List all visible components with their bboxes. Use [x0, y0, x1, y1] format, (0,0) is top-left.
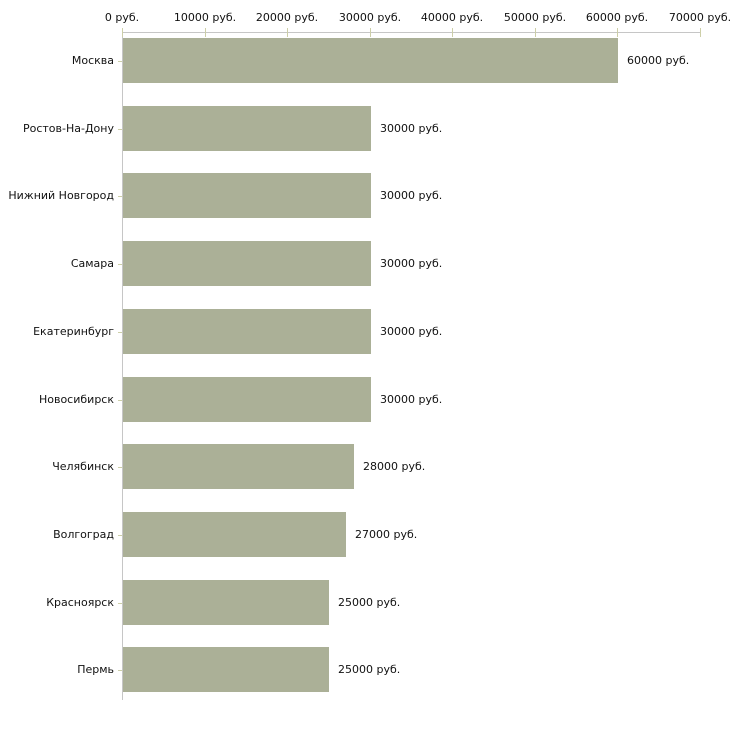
category-label: Ростов-На-Дону [22, 122, 114, 135]
x-axis-tick-label: 20000 руб. [255, 11, 319, 24]
x-axis-tick-label: 50000 руб. [503, 11, 567, 24]
y-axis-tick [118, 670, 122, 671]
y-axis-tick [118, 535, 122, 536]
x-axis-tick-label: 60000 руб. [585, 11, 649, 24]
value-label: 30000 руб. [380, 189, 443, 202]
x-axis-tick [535, 28, 536, 37]
value-label: 30000 руб. [380, 257, 443, 270]
x-axis-tick [370, 28, 371, 37]
x-axis-tick-label: 10000 руб. [173, 11, 237, 24]
value-label: 30000 руб. [380, 325, 443, 338]
x-axis-tick-label: 70000 руб. [668, 11, 730, 24]
bar [123, 309, 371, 354]
x-axis-tick [205, 28, 206, 37]
y-axis-tick [118, 400, 122, 401]
y-axis-tick [118, 467, 122, 468]
category-label: Новосибирск [38, 393, 114, 406]
x-axis-tick-label: 0 руб. [104, 11, 140, 24]
y-axis-tick [118, 264, 122, 265]
bar [123, 106, 371, 151]
x-axis-tick [452, 28, 453, 37]
x-axis-tick [700, 28, 701, 37]
value-label: 60000 руб. [627, 54, 690, 67]
category-label: Красноярск [46, 596, 114, 609]
value-label: 28000 руб. [363, 460, 426, 473]
category-label: Самара [70, 257, 114, 270]
x-axis-line [122, 32, 701, 33]
x-axis-tick [287, 28, 288, 37]
x-axis-tick-label: 30000 руб. [338, 11, 402, 24]
category-label: Челябинск [52, 460, 114, 473]
x-axis-tick [617, 28, 618, 37]
y-axis-tick [118, 61, 122, 62]
category-label: Волгоград [53, 528, 114, 541]
bar [123, 512, 346, 557]
bar [123, 38, 618, 83]
value-label: 30000 руб. [380, 122, 443, 135]
bar [123, 444, 354, 489]
category-label: Пермь [77, 663, 114, 676]
bar [123, 241, 371, 286]
y-axis-line [122, 32, 123, 700]
bar [123, 173, 371, 218]
value-label: 25000 руб. [338, 596, 401, 609]
bar [123, 580, 329, 625]
bar [123, 647, 329, 692]
y-axis-tick [118, 129, 122, 130]
y-axis-tick [118, 332, 122, 333]
x-axis-tick [122, 28, 123, 37]
value-label: 27000 руб. [355, 528, 418, 541]
x-axis-tick-label: 40000 руб. [420, 11, 484, 24]
y-axis-tick [118, 196, 122, 197]
value-label: 25000 руб. [338, 663, 401, 676]
bar [123, 377, 371, 422]
y-axis-tick [118, 603, 122, 604]
category-label: Екатеринбург [33, 325, 114, 338]
value-label: 30000 руб. [380, 393, 443, 406]
category-label: Нижний Новгород [8, 189, 114, 202]
category-label: Москва [71, 54, 114, 67]
